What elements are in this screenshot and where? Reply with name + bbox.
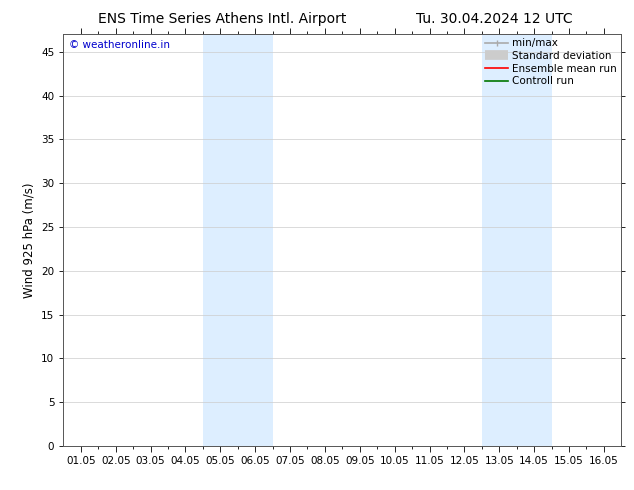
Bar xyxy=(203,34,273,446)
Legend: min/max, Standard deviation, Ensemble mean run, Controll run: min/max, Standard deviation, Ensemble me… xyxy=(484,37,618,87)
Text: ENS Time Series Athens Intl. Airport: ENS Time Series Athens Intl. Airport xyxy=(98,12,346,26)
Text: © weatheronline.in: © weatheronline.in xyxy=(69,41,170,50)
Bar xyxy=(482,34,552,446)
Y-axis label: Wind 925 hPa (m/s): Wind 925 hPa (m/s) xyxy=(23,182,36,298)
Text: Tu. 30.04.2024 12 UTC: Tu. 30.04.2024 12 UTC xyxy=(416,12,573,26)
